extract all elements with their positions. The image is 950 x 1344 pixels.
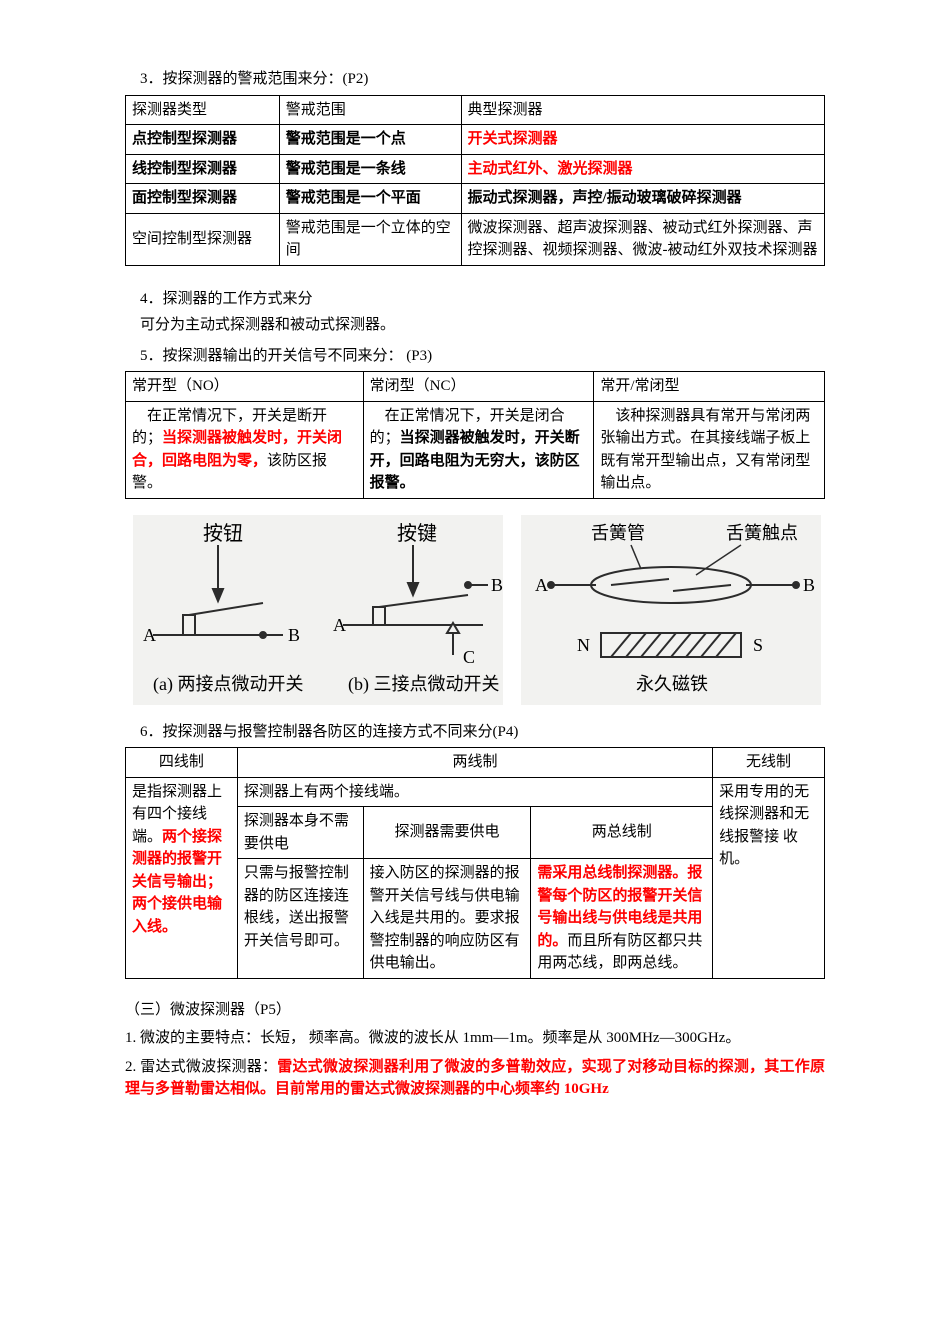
th-sub2: 探测器需要供电 [363, 807, 531, 859]
cell: 开关式探测器 [461, 125, 825, 155]
th-sub1: 探测器本身不需要供电 [237, 807, 363, 859]
label-reed-tube: 舌簧管 [591, 523, 645, 543]
table-row: 探测器类型 警戒范围 典型探测器 [126, 95, 825, 125]
cell: 面控制型探测器 [126, 184, 280, 214]
cell: 主动式红外、激光探测器 [461, 154, 825, 184]
table-range-classification: 探测器类型 警戒范围 典型探测器 点控制型探测器 警戒范围是一个点 开关式探测器… [125, 95, 825, 266]
th-four: 四线制 [126, 748, 238, 778]
cell: 点控制型探测器 [126, 125, 280, 155]
section4-body: 可分为主动式探测器和被动式探测器。 [125, 314, 825, 337]
section5-title: 5．按探测器输出的开关信号不同来分： (P3) [125, 345, 825, 368]
microwave-p1: 1. 微波的主要特点：长短， 频率高。微波的波长从 1mm—1m。频率是从 30… [125, 1027, 825, 1050]
label-a2: A [333, 615, 346, 635]
cell: 空间控制型探测器 [126, 213, 280, 265]
th-typical: 典型探测器 [461, 95, 825, 125]
section4-title: 4．探测器的工作方式来分 [125, 288, 825, 311]
switch-diagrams: 按钮 A B (a) 两接点微动开关 按键 [133, 515, 825, 705]
label-a3: A [535, 575, 548, 595]
th-sub3: 两总线制 [531, 807, 713, 859]
label-key: 按键 [397, 522, 437, 545]
table-row: 点控制型探测器 警戒范围是一个点 开关式探测器 [126, 125, 825, 155]
cell-no: 在正常情况下，开关是断开的；当探测器被触发时，开关闭合，回路电阻为零，该防区报警… [126, 401, 364, 498]
th-wireless: 无线制 [713, 748, 825, 778]
cell-sub1: 只需与报警控制器的防区连接连根线，送出报警开关信号即可。 [237, 859, 363, 979]
th-type: 探测器类型 [126, 95, 280, 125]
cell: 警戒范围是一个立体的空间 [279, 213, 461, 265]
section3-title: 3．按探测器的警戒范围来分：(P2) [125, 68, 825, 91]
caption-a: (a) 两接点微动开关 [153, 674, 303, 695]
cell-wireless: 采用专用的无线探测器和无线报警接 收机。 [713, 777, 825, 978]
label-reed-contact: 舌簧触点 [726, 523, 798, 543]
label-button: 按钮 [203, 522, 243, 545]
label-b: B [288, 625, 300, 645]
table-row: 空间控制型探测器 警戒范围是一个立体的空间 微波探测器、超声波探测器、被动式红外… [126, 213, 825, 265]
label-b3: B [803, 575, 815, 595]
cell-two-intro: 探测器上有两个接线端。 [237, 777, 712, 807]
th-range: 警戒范围 [279, 95, 461, 125]
th-two: 两线制 [237, 748, 712, 778]
cell-sub3: 需采用总线制探测器。报警每个防区的报警开关信号输出线与供电线是共用的。而且所有防… [531, 859, 713, 979]
th-no: 常开型（NO） [126, 372, 364, 402]
label-c: C [463, 647, 475, 667]
label-n: N [577, 635, 590, 655]
table-row: 是指探测器上有四个接线端。两个接探测器的报警开关信号输出；两个接供电输入线。 探… [126, 777, 825, 807]
table-wiring: 四线制 两线制 无线制 是指探测器上有四个接线端。两个接探测器的报警开关信号输出… [125, 747, 825, 979]
cell-sub2: 接入防区的探测器的报警开关信号线与供电输入线是共用的。要求报警控制器的响应防区有… [363, 859, 531, 979]
text-highlight: 当探测器被触发时，开关断开，回路电阻为无穷大，该防区报警。 [370, 430, 580, 491]
label-b2: B [491, 575, 503, 595]
text: 2. 雷达式微波探测器： [125, 1059, 277, 1075]
label-s: S [753, 635, 763, 655]
caption-b: (b) 三接点微动开关 [348, 674, 500, 695]
cell: 微波探测器、超声波探测器、被动式红外探测器、声控探测器、视频探测器、微波-被动红… [461, 213, 825, 265]
th-nonc: 常开/常闭型 [594, 372, 825, 402]
table-row: 常开型（NO） 常闭型（NC） 常开/常闭型 [126, 372, 825, 402]
table-row: 四线制 两线制 无线制 [126, 748, 825, 778]
table-row: 在正常情况下，开关是断开的；当探测器被触发时，开关闭合，回路电阻为零，该防区报警… [126, 401, 825, 498]
reed-switch-diagram: 舌簧管 舌簧触点 A B N S 永久磁铁 [521, 515, 821, 705]
cell: 振动式探测器，声控/振动玻璃破碎探测器 [461, 184, 825, 214]
cell: 警戒范围是一条线 [279, 154, 461, 184]
label-magnet: 永久磁铁 [636, 674, 708, 694]
cell: 线控制型探测器 [126, 154, 280, 184]
table-output-signal: 常开型（NO） 常闭型（NC） 常开/常闭型 在正常情况下，开关是断开的；当探测… [125, 371, 825, 499]
label-a: A [143, 625, 156, 645]
table-row: 线控制型探测器 警戒范围是一条线 主动式红外、激光探测器 [126, 154, 825, 184]
cell: 警戒范围是一个点 [279, 125, 461, 155]
microwave-title: （三）微波探测器（P5） [125, 999, 825, 1022]
cell-both: 该种探测器具有常开与常闭两张输出方式。在其接线端子板上既有常开型输出点，又有常闭… [594, 401, 825, 498]
cell: 警戒范围是一个平面 [279, 184, 461, 214]
section6-title: 6．按探测器与报警控制器各防区的连接方式不同来分(P4) [125, 721, 825, 744]
micro-switch-diagram: 按钮 A B (a) 两接点微动开关 按键 [133, 515, 503, 705]
cell-four: 是指探测器上有四个接线端。两个接探测器的报警开关信号输出；两个接供电输入线。 [126, 777, 238, 978]
microwave-p2: 2. 雷达式微波探测器：雷达式微波探测器利用了微波的多普勒效应，实现了对移动目标… [125, 1056, 825, 1101]
cell-nc: 在正常情况下，开关是闭合的；当探测器被触发时，开关断开，回路电阻为无穷大，该防区… [363, 401, 594, 498]
th-nc: 常闭型（NC） [363, 372, 594, 402]
table-row: 面控制型探测器 警戒范围是一个平面 振动式探测器，声控/振动玻璃破碎探测器 [126, 184, 825, 214]
